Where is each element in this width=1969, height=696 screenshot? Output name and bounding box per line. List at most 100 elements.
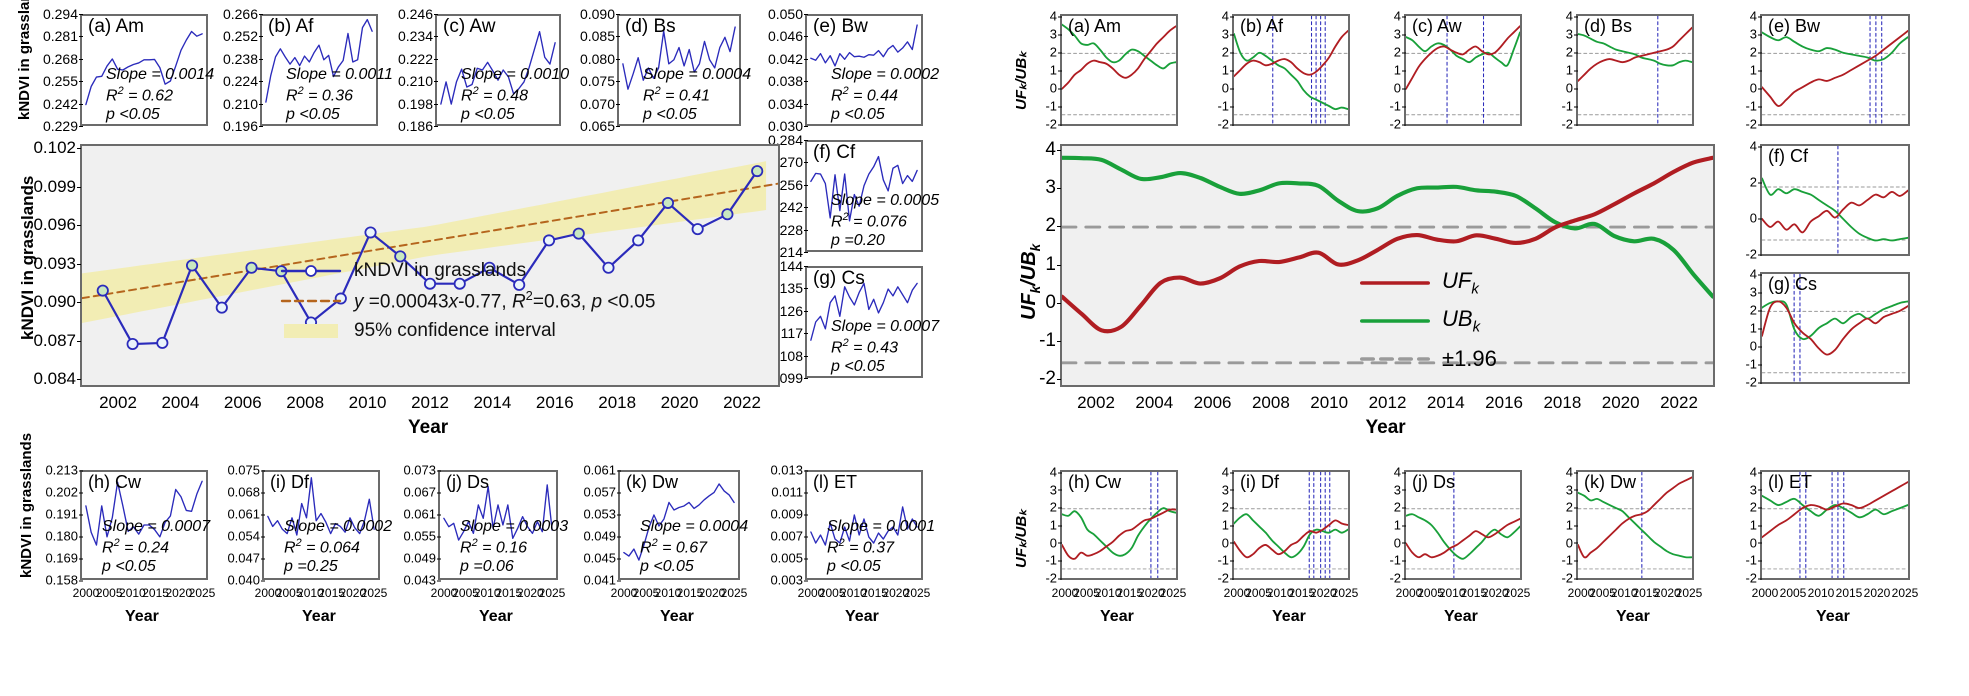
x-tick-label: 2020 xyxy=(165,586,193,600)
legend-label: y =0.00043x-0.77, R2=0.63, p <0.05 xyxy=(354,288,656,313)
y-tick-label: 0.040 xyxy=(227,572,265,588)
axis-label-x: Year xyxy=(845,608,879,625)
axis-label-x: Year xyxy=(660,608,694,625)
y-tick-label: 1 xyxy=(1565,62,1579,78)
y-tick-label: 0.050 xyxy=(767,6,809,22)
legend-key xyxy=(1360,274,1430,292)
plot-area xyxy=(80,470,208,580)
y-tick-labels: 0.294 0.281 0.268 0.255 0.242 0.229 xyxy=(0,6,84,134)
y-tick-labels: 0.266 0.252 0.238 0.224 0.210 0.196 xyxy=(0,6,264,134)
y-tick-label: 1 xyxy=(1749,517,1763,533)
y-tick-label: 4 xyxy=(1749,138,1763,154)
y-tick-label: -1 xyxy=(1389,552,1406,568)
x-tick-label: 2020 xyxy=(1138,586,1165,600)
x-tick-label: 2005 xyxy=(452,586,479,600)
x-tick-label: 2020 xyxy=(882,586,910,600)
x-tick-label: 2000 xyxy=(1223,586,1251,600)
y-tick-label: 0.210 xyxy=(397,73,439,90)
panel-stats: Slope = 0.0007 R2 = 0.43 p <0.05 xyxy=(831,318,939,377)
plot-svg xyxy=(810,282,918,341)
x-tick-label: 2010 xyxy=(473,586,501,600)
y-tick-label: -1 xyxy=(1561,552,1578,568)
axis-label-x: Year xyxy=(1444,608,1478,625)
y-tick-labels: 4 3 2 1 0 -1 -2 xyxy=(0,267,1763,390)
y-tick-label: 0.158 xyxy=(45,572,83,588)
x-tick-label: 2005 xyxy=(95,586,123,600)
y-tick-label: 1 xyxy=(1049,517,1063,533)
axis-label-x: Year xyxy=(125,608,159,625)
panel-title: (g) Cs xyxy=(1768,274,1817,294)
p-value: p <0.05 xyxy=(827,558,881,576)
plot-area xyxy=(1060,144,1715,387)
panel-title: (c) Aw xyxy=(1412,16,1462,36)
x-tick-label: 2005 xyxy=(1779,586,1807,600)
x-tick-label: 2025 xyxy=(903,586,931,600)
panel-title: (h) Cw xyxy=(88,472,141,492)
y-tick-label: 0 xyxy=(1565,535,1579,551)
y-tick-label: 4 xyxy=(1049,8,1063,24)
r2-value: R2 = 0.24 xyxy=(102,536,169,557)
data-point xyxy=(394,250,407,263)
x-tick-label: 2016 xyxy=(1485,393,1524,412)
y-tick-label: -1 xyxy=(1745,98,1762,114)
plot-area xyxy=(1760,14,1910,126)
y-tick-label: -1 xyxy=(1217,98,1234,114)
x-tick-label: 2005 xyxy=(1589,586,1616,600)
plot-svg xyxy=(1234,16,1348,124)
r2-value: R2 = 0.43 xyxy=(831,336,898,357)
y-tick-label: 4 xyxy=(1221,464,1235,480)
mk-chart-legend: UFk UBk ±1.96 xyxy=(1360,264,1497,378)
axis-label-x: Year xyxy=(1816,608,1850,625)
y-tick-label: 0.281 xyxy=(42,28,84,45)
y-tick-label: 0.169 xyxy=(45,550,83,566)
plot-svg xyxy=(1578,16,1692,124)
axis-label-x-mk: Year xyxy=(1365,417,1406,438)
x-tick-label: 2004 xyxy=(1135,393,1174,412)
y-tick-label: 4 xyxy=(1565,8,1579,24)
y-tick-label: 0 xyxy=(1049,80,1063,96)
mk-panel-c: (c) Aw xyxy=(1404,14,1522,126)
y-tick-labels: 0.213 0.202 0.191 0.180 0.169 0.158 xyxy=(0,463,83,588)
y-tick-label: 0.268 xyxy=(42,50,84,67)
y-tick-label: 0.042 xyxy=(767,50,809,67)
legend-key-band xyxy=(280,322,342,340)
plot-area xyxy=(805,14,923,126)
y-tick-label: 2 xyxy=(1749,302,1763,318)
trend-panel-k: (k) Dw Slope = 0.0004 R2 = 0.67 p <0.05 xyxy=(618,470,748,580)
y-tick-label: 0.093 xyxy=(33,253,81,273)
panel-title: (l) ET xyxy=(813,472,857,492)
x-tick-label: 2010 xyxy=(1610,586,1638,600)
x-tick-label: 2000 xyxy=(1051,586,1079,600)
plot-area xyxy=(618,470,740,580)
x-tick-label: 2022 xyxy=(723,393,761,412)
panel-stats: Slope = 0.0011 R2 = 0.36 p <0.05 xyxy=(286,66,393,125)
panel-title: (a) Am xyxy=(88,16,144,37)
y-tick-label: 0.007 xyxy=(770,528,808,544)
y-tick-labels: 4 3 2 1 0 -1 -2 xyxy=(0,139,1061,389)
panel-title: (j) Ds xyxy=(1412,472,1455,492)
panel-stats: Slope = 0.0003 R2 = 0.16 p =0.06 xyxy=(460,518,568,577)
y-tick-label: 0.075 xyxy=(227,462,265,478)
data-point xyxy=(245,261,258,274)
data-point xyxy=(602,261,615,274)
panel-stats: Slope = 0.0010 R2 = 0.48 p <0.05 xyxy=(461,66,569,125)
x-tick-label: 2010 xyxy=(1438,586,1466,600)
y-tick-labels: 4 3 2 1 0 -1 -2 xyxy=(0,9,1063,132)
y-tick-label: 0.013 xyxy=(770,462,808,478)
panel-title: (h) Cw xyxy=(1068,472,1121,492)
x-tick-label: 2020 xyxy=(517,586,544,600)
y-tick-labels: 4 3 2 1 0 -1 -2 xyxy=(0,465,1407,586)
y-tick-label: 0.061 xyxy=(227,506,265,522)
plot-svg xyxy=(1234,472,1348,578)
x-tick-label: 2015 xyxy=(1835,586,1863,600)
y-tick-label: 3 xyxy=(1565,26,1579,42)
r2-value: R2 = 0.41 xyxy=(643,84,710,105)
y-tick-label: 0.255 xyxy=(42,73,84,90)
y-tick-label: -2 xyxy=(1561,116,1578,132)
y-tick-label: 0.224 xyxy=(222,73,264,90)
data-point xyxy=(542,234,556,247)
y-tick-label: 0.213 xyxy=(45,462,83,478)
y-tick-label: -1 xyxy=(1217,552,1234,568)
p-value: p <0.05 xyxy=(286,106,340,124)
y-tick-label: -2 xyxy=(1745,374,1762,390)
